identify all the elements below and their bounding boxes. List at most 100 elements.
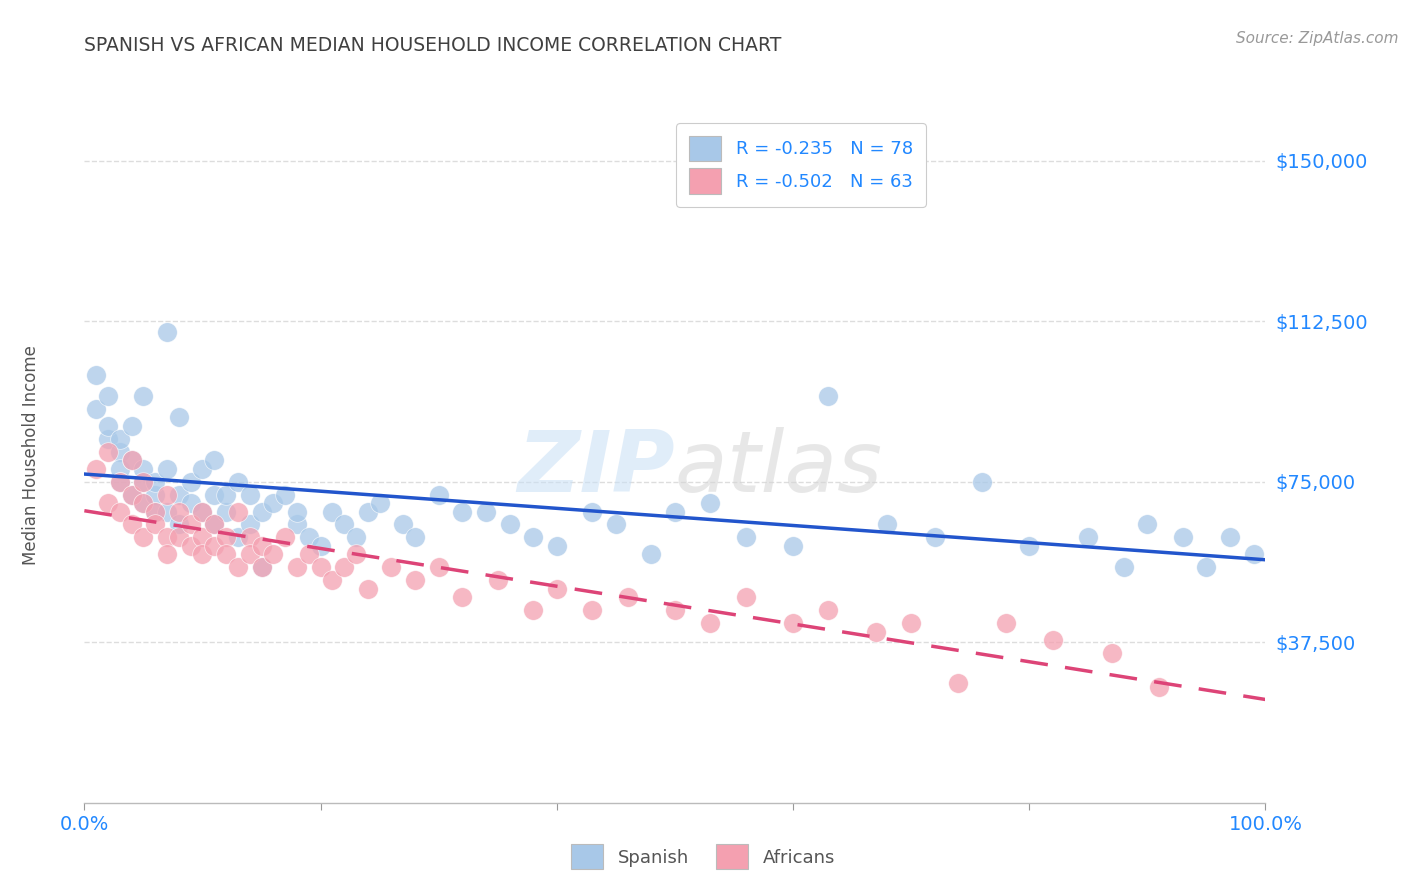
Point [143, 505, 166, 519]
Point [1042, 633, 1064, 648]
Point [357, 582, 380, 596]
Point [156, 505, 179, 519]
Point [132, 496, 155, 510]
Text: Source: ZipAtlas.com: Source: ZipAtlas.com [1236, 31, 1399, 46]
Point [97, 444, 120, 458]
Point [84, 401, 107, 416]
Point [167, 517, 190, 532]
Point [108, 505, 131, 519]
Point [274, 487, 297, 501]
Point [1077, 530, 1099, 544]
Point [226, 530, 249, 544]
Point [298, 530, 321, 544]
Point [202, 517, 225, 532]
Point [404, 530, 426, 544]
Point [191, 505, 214, 519]
Point [143, 505, 166, 519]
Point [664, 505, 686, 519]
Point [817, 389, 839, 403]
Point [121, 487, 143, 501]
Point [180, 539, 202, 553]
Point [226, 505, 249, 519]
Point [546, 582, 568, 596]
Point [191, 505, 214, 519]
Point [121, 453, 143, 467]
Point [1243, 548, 1265, 562]
Point [132, 389, 155, 403]
Point [486, 573, 509, 587]
Point [357, 505, 380, 519]
Point [132, 462, 155, 476]
Point [581, 603, 603, 617]
Point [1195, 560, 1218, 574]
Point [699, 615, 721, 630]
Point [498, 517, 520, 532]
Point [250, 505, 273, 519]
Point [734, 530, 756, 544]
Point [605, 517, 627, 532]
Point [285, 560, 308, 574]
Point [202, 487, 225, 501]
Point [640, 548, 662, 562]
Point [344, 548, 367, 562]
Point [239, 530, 262, 544]
Point [132, 475, 155, 489]
Point [475, 505, 498, 519]
Point [156, 487, 179, 501]
Point [380, 560, 402, 574]
Point [1112, 560, 1135, 574]
Point [226, 560, 249, 574]
Point [262, 496, 284, 510]
Point [97, 419, 120, 434]
Point [451, 505, 474, 519]
Point [97, 496, 120, 510]
Point [1018, 539, 1040, 553]
Point [97, 432, 120, 446]
Point [1219, 530, 1241, 544]
Point [239, 487, 262, 501]
Point [97, 389, 120, 403]
Point [262, 548, 284, 562]
Point [274, 530, 297, 544]
Text: SPANISH VS AFRICAN MEDIAN HOUSEHOLD INCOME CORRELATION CHART: SPANISH VS AFRICAN MEDIAN HOUSEHOLD INCO… [84, 36, 782, 54]
Point [522, 603, 544, 617]
Point [948, 676, 970, 690]
Point [180, 496, 202, 510]
Point [132, 530, 155, 544]
Point [108, 462, 131, 476]
Point [368, 496, 391, 510]
Point [285, 517, 308, 532]
Point [191, 462, 214, 476]
Point [970, 475, 993, 489]
Point [865, 624, 887, 639]
Point [734, 591, 756, 605]
Point [167, 410, 190, 425]
Point [167, 505, 190, 519]
Point [143, 487, 166, 501]
Point [167, 530, 190, 544]
Point [1136, 517, 1159, 532]
Point [250, 560, 273, 574]
Point [180, 517, 202, 532]
Point [226, 475, 249, 489]
Point [180, 475, 202, 489]
Point [900, 615, 922, 630]
Point [321, 505, 343, 519]
Point [202, 539, 225, 553]
Point [108, 475, 131, 489]
Point [84, 462, 107, 476]
Point [191, 530, 214, 544]
Point [344, 530, 367, 544]
Point [215, 487, 238, 501]
Point [1147, 680, 1170, 694]
Point [132, 496, 155, 510]
Point [121, 453, 143, 467]
Point [427, 560, 450, 574]
Point [616, 591, 638, 605]
Point [581, 505, 603, 519]
Point [108, 444, 131, 458]
Point [1171, 530, 1194, 544]
Point [782, 539, 804, 553]
Point [333, 560, 356, 574]
Point [333, 517, 356, 532]
